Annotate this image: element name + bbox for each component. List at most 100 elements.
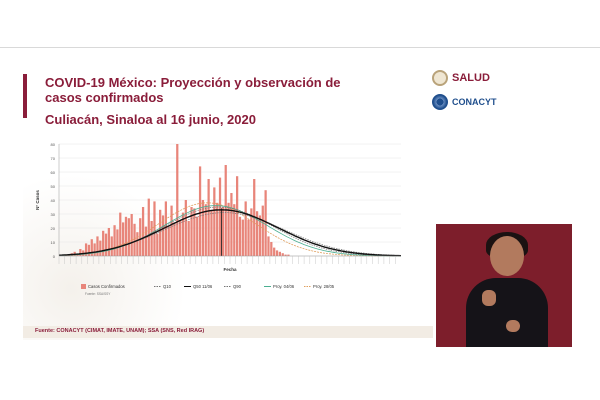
y-axis-label: N° Casos bbox=[35, 190, 40, 210]
interpreter-hand-2 bbox=[506, 320, 520, 332]
legend-label: Q90 bbox=[233, 284, 242, 289]
bar bbox=[122, 222, 125, 256]
bar bbox=[230, 193, 233, 256]
bar bbox=[93, 243, 96, 256]
y-tick-label: 40 bbox=[51, 198, 56, 203]
salud-logo-text: SALUD bbox=[452, 72, 490, 84]
bar bbox=[261, 205, 264, 256]
sign-language-interpreter-video bbox=[436, 224, 572, 347]
legend-swatch bbox=[81, 284, 86, 289]
bar bbox=[287, 254, 290, 256]
slide-footer-source: Fuente: CONACYT (CIMAT, IMATE, UNAM); SS… bbox=[35, 328, 205, 334]
bar bbox=[184, 200, 187, 256]
bar bbox=[136, 232, 139, 256]
bar bbox=[150, 221, 153, 256]
bar bbox=[76, 254, 79, 256]
y-tick-label: 30 bbox=[51, 212, 56, 217]
bar bbox=[130, 214, 133, 256]
bar bbox=[193, 208, 196, 256]
y-tick-label: 50 bbox=[51, 184, 56, 189]
bar bbox=[104, 233, 108, 256]
bar bbox=[161, 215, 165, 256]
bar bbox=[79, 249, 82, 256]
y-tick-label: 60 bbox=[51, 170, 56, 175]
footer-band bbox=[23, 326, 433, 338]
y-tick-label: 10 bbox=[51, 240, 56, 245]
bar bbox=[127, 218, 130, 256]
y-tick-label: 0 bbox=[53, 254, 56, 259]
bar bbox=[196, 216, 199, 256]
bar bbox=[99, 240, 102, 256]
bar bbox=[107, 228, 110, 256]
bar bbox=[153, 201, 156, 256]
bar bbox=[110, 236, 113, 256]
bar bbox=[250, 208, 253, 256]
conacyt-logo: CONACYT bbox=[432, 94, 497, 110]
bar bbox=[275, 250, 279, 256]
bar bbox=[119, 212, 122, 256]
bar bbox=[247, 219, 250, 256]
bar bbox=[176, 144, 179, 256]
legend-label: Proy. 28/05 bbox=[313, 284, 335, 289]
bar bbox=[144, 226, 148, 256]
bar bbox=[156, 233, 159, 256]
bar bbox=[204, 204, 207, 256]
bar bbox=[87, 244, 91, 256]
bar bbox=[258, 215, 262, 256]
bar bbox=[190, 207, 193, 256]
mexico-seal-icon bbox=[432, 70, 448, 86]
conacyt-logo-text: CONACYT bbox=[452, 97, 497, 107]
interpreter-head bbox=[490, 236, 524, 276]
bar bbox=[198, 166, 202, 256]
interpreter-hand bbox=[482, 290, 496, 306]
bar bbox=[241, 219, 244, 256]
bar bbox=[201, 200, 205, 256]
bar bbox=[236, 176, 239, 256]
bar bbox=[221, 207, 224, 256]
bar bbox=[233, 204, 236, 256]
bar bbox=[141, 207, 145, 256]
bar bbox=[210, 209, 213, 256]
bar bbox=[264, 190, 267, 256]
bar bbox=[238, 216, 242, 256]
y-tick-label: 70 bbox=[51, 156, 56, 161]
interpreter-body bbox=[466, 278, 548, 347]
bar bbox=[133, 223, 136, 256]
legend-label: Q50 11/06 bbox=[193, 284, 213, 289]
bar bbox=[139, 218, 142, 256]
slide-subtitle: Culiacán, Sinaloa al 16 junio, 2020 bbox=[45, 112, 256, 127]
bar bbox=[218, 177, 222, 256]
bar bbox=[96, 236, 99, 256]
chart-source-note: Fuente: SSA/SSY bbox=[85, 292, 111, 296]
slide-title: COVID-19 México: Proyección y observació… bbox=[45, 75, 341, 105]
salud-logo: SALUD bbox=[432, 70, 490, 86]
y-tick-label: 80 bbox=[51, 142, 56, 147]
cases-chart: 0 10 20 30 40 50 60 70 80 Fecha N° Casos Casos Conf… bbox=[35, 142, 402, 296]
bar bbox=[173, 222, 176, 256]
legend-label: Proy. 04/06 bbox=[273, 284, 295, 289]
bar bbox=[167, 226, 170, 256]
bar bbox=[227, 202, 230, 256]
bar bbox=[213, 187, 216, 256]
bar bbox=[187, 221, 190, 256]
bar bbox=[267, 236, 270, 256]
bar bbox=[284, 254, 287, 256]
bar bbox=[179, 221, 182, 256]
legend-label: Casos Confirmados bbox=[88, 284, 125, 289]
bar bbox=[270, 242, 273, 256]
bar bbox=[113, 225, 116, 256]
legend-label: Q10 bbox=[163, 284, 172, 289]
bar bbox=[170, 205, 173, 256]
title-accent-bar bbox=[23, 74, 27, 118]
bar bbox=[159, 209, 162, 256]
bar bbox=[278, 251, 281, 256]
bar bbox=[124, 216, 128, 256]
bar bbox=[116, 229, 119, 256]
conacyt-emblem-icon bbox=[432, 94, 448, 110]
bar bbox=[281, 253, 284, 256]
x-axis-label: Fecha bbox=[223, 267, 237, 272]
q50-curve bbox=[58, 209, 402, 257]
bar bbox=[84, 243, 88, 256]
bar bbox=[181, 212, 185, 256]
bar bbox=[273, 247, 276, 256]
